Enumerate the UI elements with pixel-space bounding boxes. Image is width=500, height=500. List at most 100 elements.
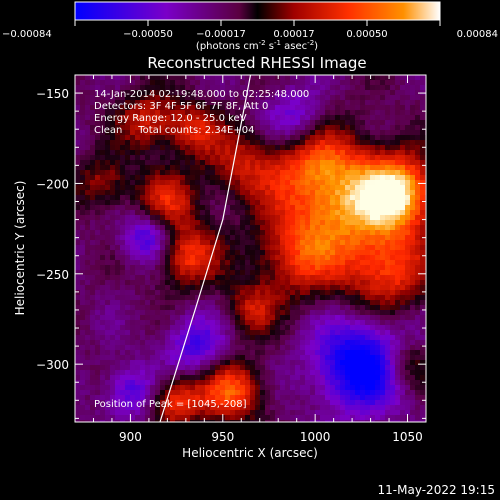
heatmap-cell <box>215 250 220 255</box>
heatmap-cell <box>160 275 165 280</box>
heatmap-cell <box>420 155 425 160</box>
heatmap-cell <box>130 155 135 160</box>
heatmap-cell <box>380 385 385 390</box>
heatmap-cell <box>125 105 130 110</box>
heatmap-cell <box>400 175 405 180</box>
heatmap-cell <box>265 270 270 275</box>
heatmap-cell <box>300 110 305 115</box>
heatmap-cell <box>365 275 370 280</box>
heatmap-cell <box>85 320 90 325</box>
heatmap-cell <box>85 200 90 205</box>
heatmap-cell <box>335 370 340 375</box>
heatmap-cell <box>245 140 250 145</box>
heatmap-cell <box>130 145 135 150</box>
heatmap-cell <box>410 85 415 90</box>
heatmap-cell <box>285 405 290 410</box>
heatmap-cell <box>125 310 130 315</box>
heatmap-cell <box>155 370 160 375</box>
heatmap-cell <box>405 155 410 160</box>
heatmap-cell <box>380 100 385 105</box>
heatmap-cell <box>420 135 425 140</box>
heatmap-cell <box>395 345 400 350</box>
heatmap-cell <box>310 395 315 400</box>
heatmap-cell <box>285 325 290 330</box>
heatmap-cell <box>140 420 145 422</box>
heatmap-cell <box>345 350 350 355</box>
heatmap-cell <box>270 400 275 405</box>
heatmap-cell <box>235 155 240 160</box>
heatmap-cell <box>200 370 205 375</box>
heatmap-cell <box>75 320 80 325</box>
heatmap-cell <box>225 395 230 400</box>
heatmap-cell <box>275 75 280 80</box>
heatmap-cell <box>410 235 415 240</box>
heatmap-cell <box>80 400 85 405</box>
heatmap-cell <box>135 210 140 215</box>
heatmap-cell <box>105 205 110 210</box>
heatmap-cell <box>75 115 80 120</box>
heatmap-cell <box>325 165 330 170</box>
heatmap-cell <box>340 230 345 235</box>
heatmap-cell <box>155 155 160 160</box>
heatmap-cell <box>325 390 330 395</box>
heatmap-cell <box>360 210 365 215</box>
heatmap-cell <box>280 325 285 330</box>
heatmap-cell <box>125 210 130 215</box>
heatmap-cell <box>395 190 400 195</box>
heatmap-cell <box>405 395 410 400</box>
heatmap-cell <box>175 420 180 422</box>
heatmap-cell <box>195 145 200 150</box>
heatmap-cell <box>265 110 270 115</box>
heatmap-cell <box>165 220 170 225</box>
heatmap-cell <box>120 325 125 330</box>
heatmap-cell <box>395 185 400 190</box>
heatmap-cell <box>145 75 150 80</box>
heatmap-cell <box>180 235 185 240</box>
heatmap-cell <box>180 100 185 105</box>
heatmap-cell <box>420 85 425 90</box>
heatmap-cell <box>255 420 260 422</box>
heatmap-cell <box>90 415 95 420</box>
heatmap-cell <box>345 235 350 240</box>
heatmap-cell <box>185 120 190 125</box>
heatmap-cell <box>245 180 250 185</box>
heatmap-cell <box>80 250 85 255</box>
heatmap-cell <box>270 390 275 395</box>
heatmap-cell <box>145 240 150 245</box>
heatmap-cell <box>375 200 380 205</box>
heatmap-cell <box>175 320 180 325</box>
heatmap-cell <box>165 295 170 300</box>
heatmap-cell <box>325 155 330 160</box>
heatmap-cell <box>385 380 390 385</box>
heatmap-cell <box>195 75 200 80</box>
heatmap-cell <box>175 305 180 310</box>
heatmap-cell <box>125 405 130 410</box>
heatmap-cell <box>360 95 365 100</box>
heatmap-cell <box>385 205 390 210</box>
heatmap-cell <box>85 360 90 365</box>
heatmap-cell <box>260 225 265 230</box>
heatmap-cell <box>300 185 305 190</box>
heatmap-cell <box>300 80 305 85</box>
heatmap-cell <box>210 305 215 310</box>
heatmap-cell <box>175 400 180 405</box>
heatmap-cell <box>390 290 395 295</box>
heatmap-cell <box>315 355 320 360</box>
heatmap-cell <box>325 135 330 140</box>
heatmap-cell <box>95 360 100 365</box>
heatmap-cell <box>275 390 280 395</box>
heatmap-cell <box>125 395 130 400</box>
heatmap-cell <box>295 150 300 155</box>
heatmap-cell <box>250 305 255 310</box>
heatmap-cell <box>205 175 210 180</box>
heatmap-cell <box>190 330 195 335</box>
heatmap-cell <box>190 375 195 380</box>
heatmap-cell <box>290 205 295 210</box>
heatmap-cell <box>370 205 375 210</box>
heatmap-cell <box>410 190 415 195</box>
heatmap-cell <box>310 170 315 175</box>
heatmap-cell <box>285 170 290 175</box>
heatmap-cell <box>280 395 285 400</box>
heatmap-cell <box>270 360 275 365</box>
heatmap-cell <box>405 195 410 200</box>
